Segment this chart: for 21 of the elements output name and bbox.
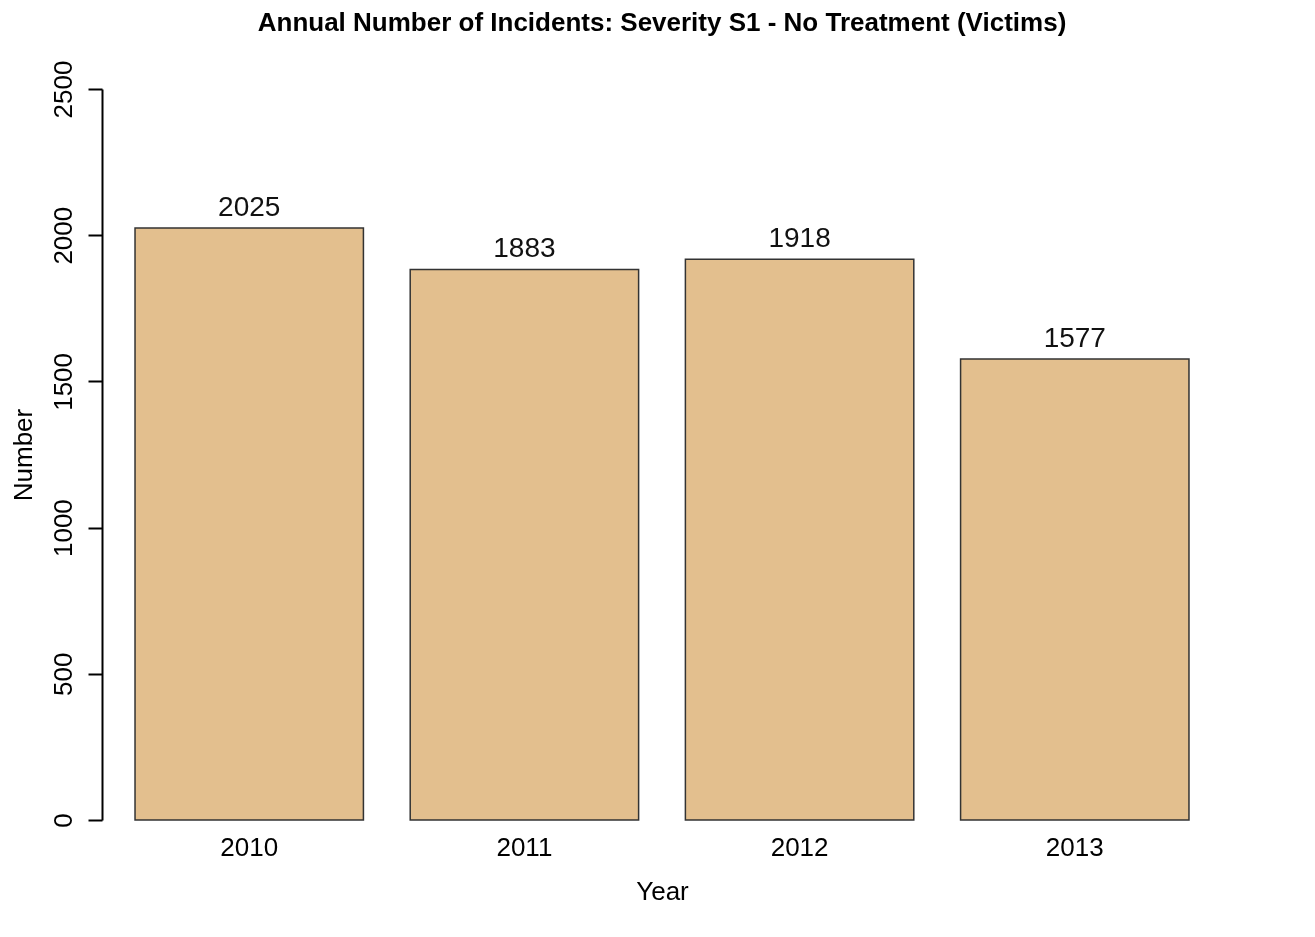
- data-label: 1577: [1043, 321, 1106, 353]
- y-tick-label: 1500: [47, 352, 78, 411]
- y-axis-title: Number: [7, 408, 38, 502]
- chart-title: Annual Number of Incidents: Severity S1 - No Treatment (Victims): [257, 7, 1067, 38]
- x-tick-label: 2012: [770, 831, 829, 862]
- data-label: 1883: [493, 232, 556, 264]
- x-axis-title: Year: [636, 875, 690, 906]
- y-tick-label: 500: [47, 652, 78, 696]
- x-tick-label: 2013: [1045, 831, 1104, 862]
- x-tick-label: 2010: [220, 831, 279, 862]
- data-label: 2025: [218, 190, 281, 222]
- y-tick-label: 2000: [47, 206, 78, 265]
- bar: [409, 268, 640, 821]
- data-label: 1918: [768, 222, 831, 254]
- y-tick-label: 2500: [47, 60, 78, 119]
- x-tick-label: 2011: [496, 831, 553, 862]
- bar: [134, 227, 365, 821]
- bar: [684, 258, 915, 821]
- bar: [959, 358, 1190, 821]
- y-tick-label: 0: [47, 813, 78, 828]
- y-tick-label: 1000: [47, 499, 78, 558]
